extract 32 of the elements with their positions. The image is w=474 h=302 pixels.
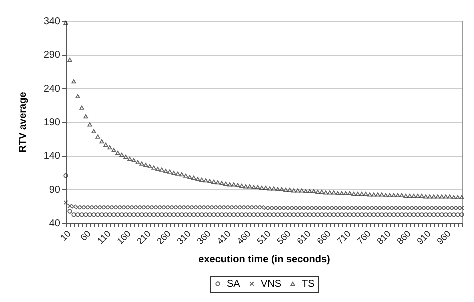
x-tick-label: 310 bbox=[175, 228, 193, 246]
x-tick-label: 360 bbox=[195, 228, 213, 246]
x-tick-label: 960 bbox=[435, 228, 453, 246]
y-tick-label: 240 bbox=[44, 84, 61, 95]
x-tick-label: 710 bbox=[335, 228, 353, 246]
x-tick-label: 610 bbox=[295, 228, 313, 246]
x-tick-label: 910 bbox=[415, 228, 433, 246]
y-axis-title: RTV average bbox=[18, 92, 29, 153]
x-tick-label: 560 bbox=[275, 228, 293, 246]
y-tick-label: 190 bbox=[44, 118, 61, 128]
x-tick-label: 760 bbox=[355, 228, 373, 246]
y-tick-label: 90 bbox=[49, 184, 61, 196]
legend-label: SA bbox=[227, 279, 241, 290]
y-tick-label: 340 bbox=[44, 16, 61, 28]
x-axis-title: execution time (in seconds) bbox=[198, 254, 330, 266]
x-tick-label: 210 bbox=[135, 228, 153, 246]
y-tick-label: 140 bbox=[44, 151, 61, 162]
x-tick-label: 10 bbox=[58, 228, 73, 243]
x-tick-label: 160 bbox=[115, 228, 133, 246]
x-tick-label: 460 bbox=[235, 228, 253, 246]
y-tick-label: 290 bbox=[44, 50, 61, 62]
x-tick-label: 410 bbox=[215, 228, 233, 246]
x-tick-label: 260 bbox=[155, 228, 173, 246]
legend-label: TS bbox=[302, 279, 316, 290]
x-tick-label: 660 bbox=[315, 228, 333, 246]
x-tick-label: 110 bbox=[96, 228, 113, 246]
x-tick-label: 810 bbox=[375, 228, 393, 246]
x-tick-label: 860 bbox=[395, 228, 413, 246]
x-tick-label: 60 bbox=[78, 228, 93, 243]
legend-label: VNS bbox=[261, 279, 282, 290]
x-tick-label: 510 bbox=[255, 228, 273, 246]
y-tick-label: 40 bbox=[49, 218, 61, 230]
